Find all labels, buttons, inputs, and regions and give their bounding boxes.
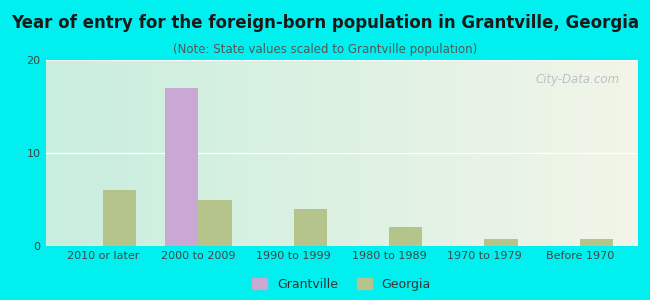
Bar — [164, 88, 198, 246]
Legend: Grantville, Georgia: Grantville, Georgia — [247, 272, 436, 296]
Bar — [198, 200, 231, 246]
Text: (Note: State values scaled to Grantville population): (Note: State values scaled to Grantville… — [173, 44, 477, 56]
Text: Year of entry for the foreign-born population in Grantville, Georgia: Year of entry for the foreign-born popul… — [11, 14, 639, 32]
Bar — [294, 209, 327, 246]
Bar — [103, 190, 136, 246]
Bar — [484, 238, 518, 246]
Bar — [580, 238, 613, 246]
Bar — [389, 227, 422, 246]
Text: City-Data.com: City-Data.com — [535, 73, 619, 86]
